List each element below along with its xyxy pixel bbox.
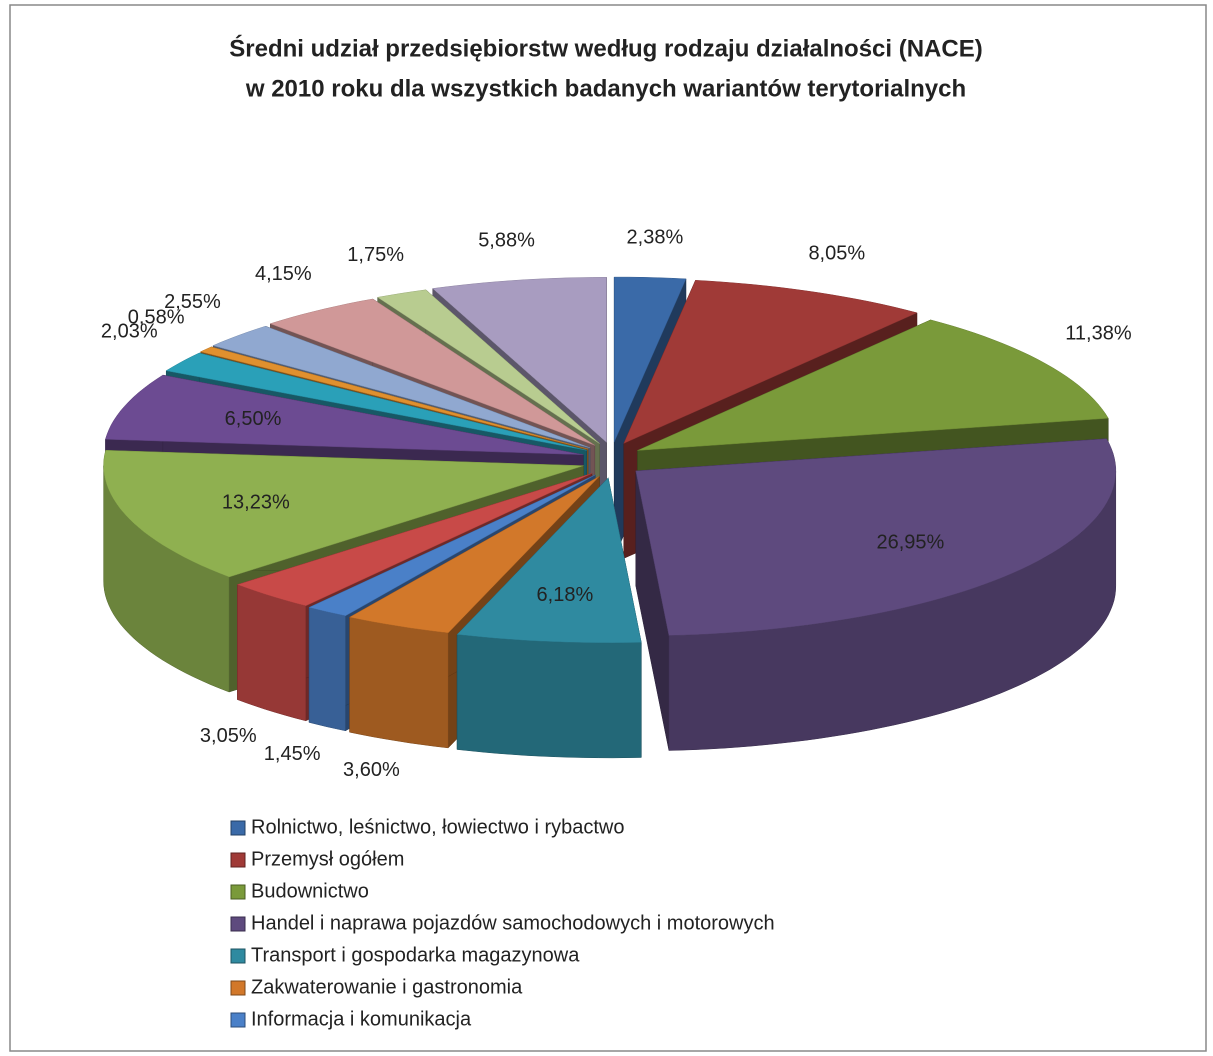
pie (103, 276, 1117, 759)
slice-top (199, 346, 589, 450)
legend-label: Zakwaterowanie i gastronomia (251, 976, 523, 998)
data-label: 6,50% (225, 408, 282, 430)
slice (456, 477, 642, 759)
legend-label: Handel i naprawa pojazdów samochodowych … (251, 912, 775, 934)
legend-swatch (230, 852, 246, 868)
slice-top (212, 325, 591, 449)
slice-top (635, 438, 1117, 636)
data-label: 6,18% (537, 584, 594, 606)
chart-title: w 2010 roku dla wszystkich badanych wari… (245, 75, 966, 102)
slice (635, 438, 1117, 751)
slice-top (308, 474, 596, 617)
legend-label: Budownictwo (251, 880, 369, 902)
slice-wall (308, 607, 346, 732)
data-label: 1,45% (264, 743, 321, 765)
slice-top (348, 476, 600, 634)
slice-top (637, 319, 1109, 451)
data-label: 0,58% (128, 307, 185, 329)
legend-swatch (230, 916, 246, 932)
slice-top (613, 276, 687, 443)
data-label: 2,38% (627, 226, 684, 248)
data-label: 4,15% (255, 263, 312, 285)
data-label: 2,55% (164, 291, 221, 313)
legend-swatch (230, 948, 246, 964)
slice-top (456, 477, 642, 644)
legend-swatch (230, 980, 246, 996)
slice-top (269, 298, 595, 446)
slice-top (236, 473, 593, 607)
slice-top (105, 374, 584, 455)
data-label: 2,03% (101, 320, 158, 342)
data-label: 8,05% (808, 242, 865, 264)
legend-label: Informacja i komunikacja (251, 1008, 472, 1030)
data-label: 1,75% (347, 244, 404, 266)
slice-top (432, 277, 607, 443)
slice-wall (349, 616, 449, 749)
legend-label: Transport i gospodarka magazynowa (251, 944, 580, 966)
data-label: 3,05% (200, 725, 257, 747)
slice-wall (237, 584, 307, 722)
data-label: 26,95% (876, 531, 944, 553)
slice-top (623, 280, 918, 444)
legend-swatch (230, 884, 246, 900)
slice-wall (456, 634, 642, 759)
slice-top (165, 352, 587, 451)
legend-swatch (230, 1012, 246, 1028)
data-label: 3,60% (343, 759, 400, 781)
slice-top (376, 289, 600, 444)
legend-label: Przemysł ogółem (251, 848, 404, 870)
legend-swatch (230, 820, 246, 836)
legend-label: Rolnictwo, leśnictwo, łowiectwo i rybact… (251, 816, 624, 838)
data-label: 13,23% (222, 492, 290, 514)
chart-title: Średni udział przedsiębiorstw według rod… (229, 34, 982, 62)
data-label: 11,38% (1065, 323, 1132, 345)
slice-top (103, 450, 584, 578)
data-label: 5,88% (478, 229, 535, 251)
